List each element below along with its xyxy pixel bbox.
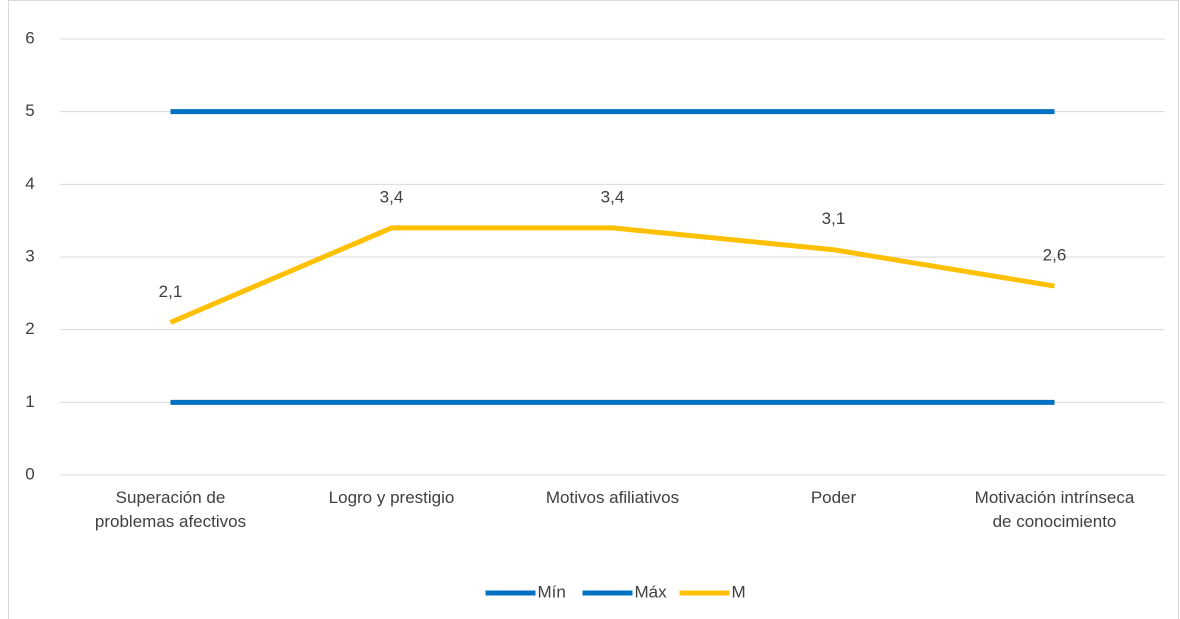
x-tick-label: Poder [810,488,857,507]
y-tick-label: 1 [25,392,34,411]
data-label: 3,4 [380,187,404,206]
data-label: 3,1 [822,209,846,228]
x-tick-label: Motivos afiliativos [545,488,680,507]
y-tick-label: 2 [25,319,34,338]
legend-label: Máx [635,582,668,601]
line-series [169,225,1055,325]
data-label: 3,4 [601,187,625,206]
y-tick-label: 3 [25,246,34,265]
legend-label: M [732,582,746,601]
y-tick-label: 0 [25,464,34,483]
x-tick-label: Superación de problemas afectivos [94,488,247,531]
x-tick-label: Logro y prestigio [328,488,455,507]
y-tick-label: 4 [25,174,34,193]
y-tick-label: 5 [25,101,34,120]
y-tick-label: 6 [25,28,34,47]
legend-label: Mín [538,582,566,601]
data-label: 2,6 [1043,246,1067,265]
chart-border [8,0,1179,619]
data-label: 2,1 [159,282,183,301]
x-tick-label: Motivación intrínseca de conocimiento [974,488,1135,531]
